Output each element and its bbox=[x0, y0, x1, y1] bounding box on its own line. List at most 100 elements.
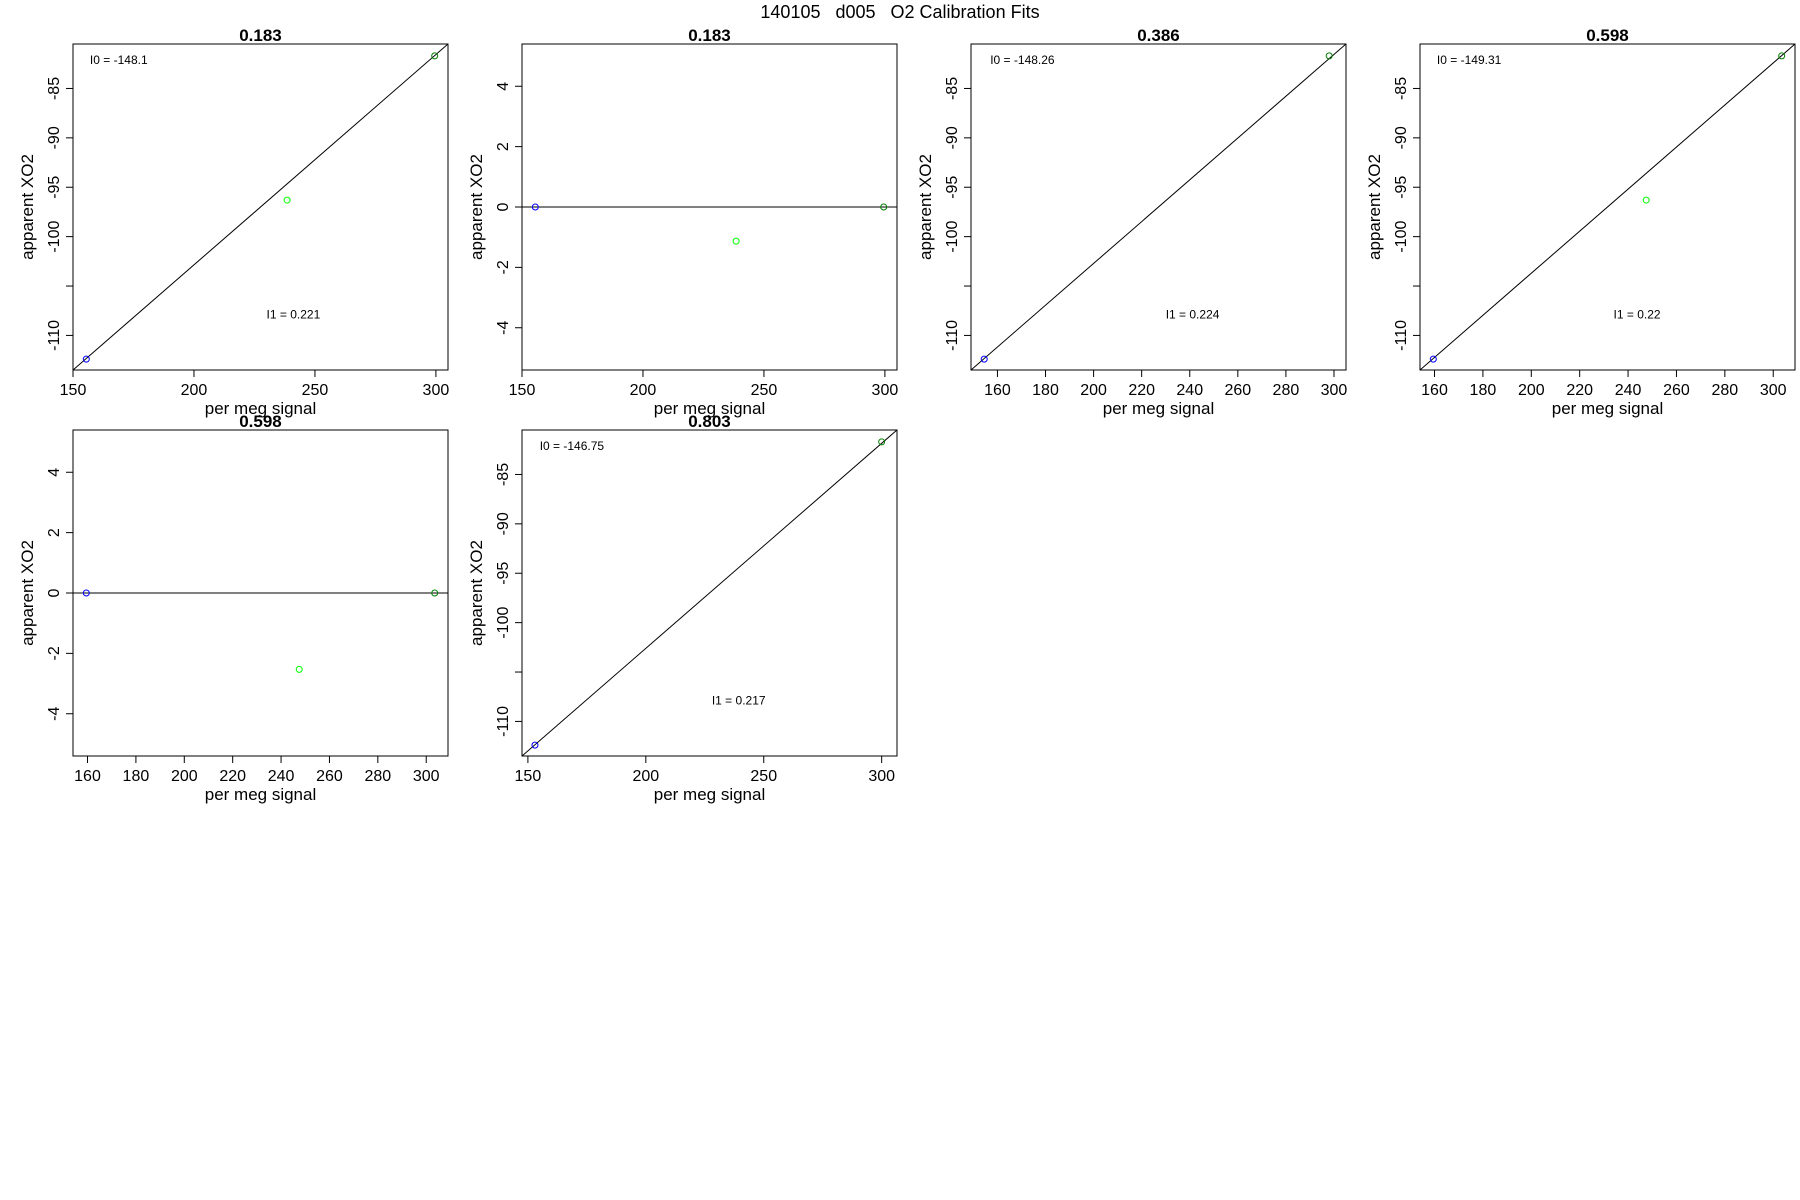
y-tick-label: -2 bbox=[495, 260, 512, 274]
y-tick-label: -90 bbox=[944, 126, 961, 149]
plot-frame bbox=[521, 429, 898, 757]
x-tick-label: 300 bbox=[872, 382, 899, 399]
x-tick-label: 300 bbox=[1760, 382, 1787, 399]
data-point bbox=[1642, 196, 1650, 204]
x-tick-label: 220 bbox=[1566, 382, 1593, 399]
y-tick-label: -90 bbox=[1393, 126, 1410, 149]
y-axis-label: apparent XO2 bbox=[467, 154, 486, 260]
y-axis-label: apparent XO2 bbox=[467, 540, 486, 646]
data-point bbox=[431, 589, 439, 597]
x-tick-label: 300 bbox=[868, 768, 895, 785]
x-axis-label: per meg signal bbox=[1103, 399, 1215, 418]
x-tick-label: 280 bbox=[364, 768, 391, 785]
x-axis-label: per meg signal bbox=[205, 399, 317, 418]
chart-panel-1: 0.183 150 200 250 300 -85 -90 -95 -100 -110 per me… bbox=[18, 26, 449, 418]
y-tick-label: -100 bbox=[944, 221, 961, 253]
x-tick-label: 160 bbox=[1421, 382, 1448, 399]
x-tick-label: 240 bbox=[1615, 382, 1642, 399]
chart-panel-6: 0.803 150 200 250 300 -85 -90 -95 -100 -110 per me… bbox=[467, 412, 898, 804]
fit-line bbox=[522, 430, 897, 756]
x-tick-label: 250 bbox=[302, 382, 329, 399]
x-tick-label: 160 bbox=[984, 382, 1011, 399]
panel-title: 0.386 bbox=[1137, 26, 1180, 45]
data-point bbox=[82, 355, 90, 363]
y-axis-label: apparent XO2 bbox=[18, 154, 37, 260]
y-tick-label: 2 bbox=[495, 142, 512, 151]
y-tick-label: 0 bbox=[495, 202, 512, 211]
x-tick-label: 200 bbox=[181, 382, 208, 399]
data-point bbox=[1429, 355, 1437, 363]
y-tick-label: -90 bbox=[46, 126, 63, 149]
fit-annotation: I1 = 0.221 bbox=[267, 308, 321, 322]
x-tick-label: 260 bbox=[1663, 382, 1690, 399]
y-axis-label: apparent XO2 bbox=[916, 154, 935, 260]
x-tick-label: 150 bbox=[509, 382, 536, 399]
y-tick-label: -110 bbox=[944, 320, 961, 351]
panel-title: 0.803 bbox=[688, 412, 731, 431]
y-tick-label: -85 bbox=[46, 77, 63, 100]
y-tick-label: 0 bbox=[46, 588, 63, 597]
x-tick-label: 240 bbox=[268, 768, 295, 785]
x-tick-label: 250 bbox=[751, 382, 778, 399]
x-tick-label: 150 bbox=[515, 768, 542, 785]
x-tick-label: 200 bbox=[171, 768, 198, 785]
x-axis-label: per meg signal bbox=[1552, 399, 1664, 418]
y-tick-label: 2 bbox=[46, 528, 63, 537]
x-tick-label: 180 bbox=[1470, 382, 1497, 399]
x-tick-label: 200 bbox=[630, 382, 657, 399]
y-tick-label: -4 bbox=[46, 707, 63, 721]
x-tick-label: 180 bbox=[1032, 382, 1059, 399]
fit-annotation: I1 = 0.224 bbox=[1166, 308, 1220, 322]
panel-title: 0.183 bbox=[688, 26, 731, 45]
x-tick-label: 180 bbox=[123, 768, 150, 785]
x-tick-label: 240 bbox=[1176, 382, 1203, 399]
fit-annotation: I0 = -148.1 bbox=[90, 53, 148, 67]
y-tick-label: -95 bbox=[46, 176, 63, 199]
panel-title: 0.598 bbox=[239, 412, 282, 431]
data-point bbox=[531, 741, 539, 749]
y-tick-label: -95 bbox=[1393, 176, 1410, 199]
x-axis-label: per meg signal bbox=[654, 785, 766, 804]
y-tick-label: -110 bbox=[1393, 320, 1410, 351]
x-tick-label: 250 bbox=[750, 768, 777, 785]
fit-annotation: I1 = 0.22 bbox=[1614, 308, 1661, 322]
fit-annotation: I0 = -148.26 bbox=[990, 53, 1055, 67]
x-tick-label: 260 bbox=[316, 768, 343, 785]
x-tick-label: 220 bbox=[1128, 382, 1155, 399]
data-point bbox=[1325, 52, 1333, 60]
y-tick-label: -100 bbox=[1393, 221, 1410, 253]
data-point bbox=[880, 203, 888, 211]
x-tick-label: 280 bbox=[1273, 382, 1300, 399]
y-tick-label: -100 bbox=[46, 221, 63, 253]
fit-line bbox=[971, 44, 1346, 370]
page-title: 140105 d005 O2 Calibration Fits bbox=[760, 2, 1040, 22]
data-point bbox=[82, 589, 90, 597]
y-tick-label: -4 bbox=[495, 321, 512, 335]
x-tick-label: 260 bbox=[1224, 382, 1251, 399]
plot-frame bbox=[1419, 43, 1796, 371]
panel-title: 0.183 bbox=[239, 26, 282, 45]
data-point bbox=[283, 196, 291, 204]
chart-panel-2: 0.183 150 200 250 300 4 2 0 -2 -4 per meg signal ap… bbox=[467, 26, 898, 418]
data-point bbox=[980, 355, 988, 363]
data-point bbox=[732, 237, 740, 245]
data-point bbox=[1778, 52, 1786, 60]
data-point bbox=[878, 438, 886, 446]
y-tick-label: -95 bbox=[495, 562, 512, 585]
y-tick-label: -110 bbox=[495, 706, 512, 737]
chart-panel-4: 0.598 160 180 200 220 240 260 280 300 -85 -90 -95 -1… bbox=[1365, 26, 1796, 418]
y-tick-label: -2 bbox=[46, 646, 63, 660]
plot-frame bbox=[72, 43, 449, 371]
x-axis-label: per meg signal bbox=[654, 399, 766, 418]
data-point bbox=[431, 52, 439, 60]
panel-title: 0.598 bbox=[1586, 26, 1629, 45]
x-tick-label: 200 bbox=[1518, 382, 1545, 399]
y-tick-label: -85 bbox=[1393, 77, 1410, 100]
y-axis-label: apparent XO2 bbox=[18, 540, 37, 646]
x-tick-label: 280 bbox=[1711, 382, 1738, 399]
fit-line bbox=[1420, 44, 1795, 370]
x-tick-label: 300 bbox=[423, 382, 450, 399]
y-tick-label: -110 bbox=[46, 320, 63, 351]
chart-panel-3: 0.386 160 180 200 220 240 260 280 300 -85 -90 -95 -1… bbox=[916, 26, 1347, 418]
